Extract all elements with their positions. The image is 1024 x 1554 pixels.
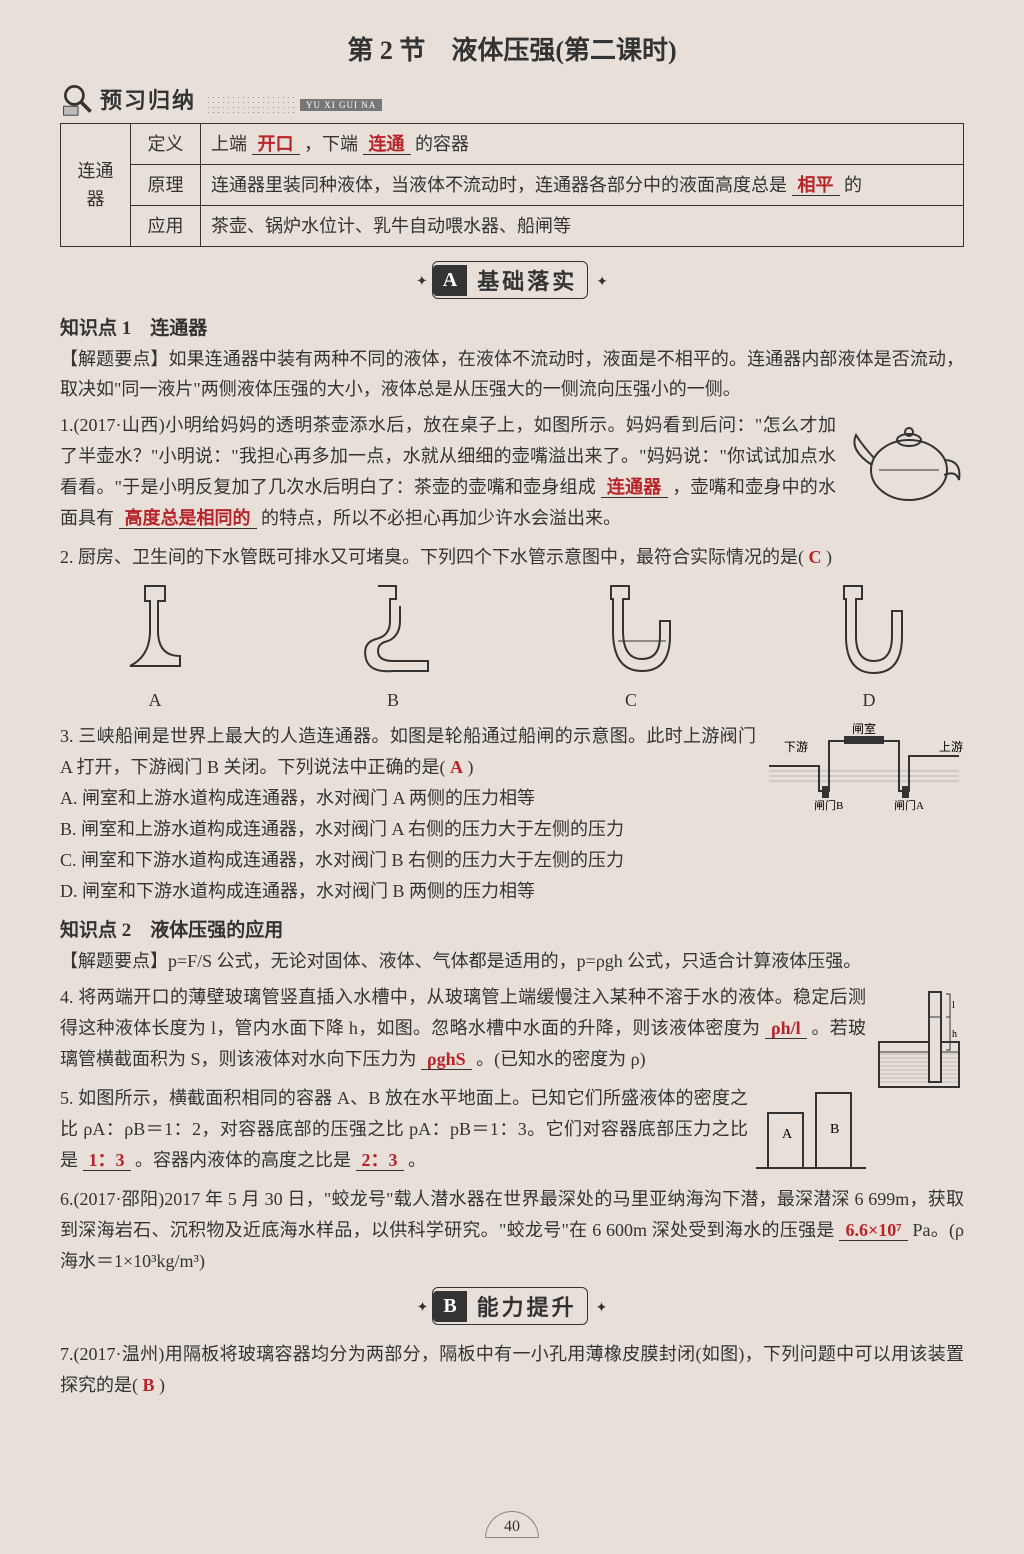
option-B: B — [338, 581, 448, 711]
tip1: 【解题要点】如果连通器中装有两种不同的液体，在液体不流动时，液面是不相平的。连通… — [60, 344, 964, 404]
svg-text:闸门A: 闸门A — [894, 798, 924, 811]
pipe-diagram-icon — [100, 581, 210, 681]
answer-blank: ρghS — [421, 1049, 472, 1070]
table-r2: 连通器里装同种液体，当液体不流动时，连通器各部分中的液面高度总是 相平 的 — [201, 165, 964, 206]
svg-text:上游: 上游 — [939, 740, 963, 754]
table-h1: 定义 — [131, 124, 201, 165]
question-1: 1.(2017·山西)小明给妈妈的透明茶壶添水后，放在桌子上，如图所示。妈妈看到… — [60, 410, 964, 534]
option-A: A — [100, 581, 210, 711]
table-rowspan-label: 连通器 — [61, 124, 131, 247]
question-4: l h 4. 将两端开口的薄壁玻璃管竖直插入水槽中，从玻璃管上端缓慢注入某种不溶… — [60, 982, 964, 1075]
teapot-icon — [844, 410, 964, 510]
question-5: A B 5. 如图所示，横截面积相同的容器 A、B 放在水平地面上。已知它们所盛… — [60, 1083, 964, 1176]
answer-blank: 连通 — [363, 134, 411, 155]
table-h2: 原理 — [131, 165, 201, 206]
section-badge-B: ✦ B 能力提升 ✦ — [60, 1287, 964, 1325]
page-number: 40 — [485, 1518, 539, 1536]
answer-blank: 1：3 — [83, 1150, 131, 1171]
section-badge-A: ✦ A 基础落实 ✦ — [60, 261, 964, 299]
banner-main: 预习归纳 — [100, 88, 196, 113]
answer-inline: A — [450, 757, 463, 777]
answer-inline: C — [809, 547, 822, 567]
pipe-diagram-icon — [576, 581, 686, 681]
knowledge-point-1: 知识点 1 连通器 — [60, 313, 964, 340]
pipe-diagram-icon — [338, 581, 448, 681]
preview-banner: 预习归纳 YU XI GUI NA — [60, 81, 964, 117]
tube-diagram-icon: l h — [874, 982, 964, 1092]
answer-inline: B — [143, 1375, 155, 1395]
svg-text:h: h — [952, 1029, 957, 1040]
badge-letter: B — [433, 1291, 466, 1322]
badge-letter: A — [433, 265, 467, 296]
ship-lock-diagram-icon: 闸室 下游 上游 闸门B 闸门A — [764, 721, 964, 811]
banner-sub: YU XI GUI NA — [300, 99, 382, 111]
option-C: C — [576, 581, 686, 711]
table-r1: 上端 开口 ，下端 连通 的容器 — [201, 124, 964, 165]
answer-blank: 相平 — [792, 175, 840, 196]
pipe-diagram-icon — [814, 581, 924, 681]
banner-dots — [206, 95, 296, 113]
table-h3: 应用 — [131, 206, 201, 247]
answer-blank: 6.6×10⁷ — [839, 1220, 907, 1241]
containers-diagram-icon: A B — [756, 1083, 866, 1173]
svg-text:闸室: 闸室 — [852, 721, 876, 736]
badge-title: 能力提升 — [477, 1290, 577, 1322]
svg-text:l: l — [952, 1000, 955, 1011]
answer-blank: 连通器 — [601, 477, 668, 498]
question-2: 2. 厨房、卫生间的下水管既可排水又可堵臭。下列四个下水管示意图中，最符合实际情… — [60, 542, 964, 573]
page-title: 第 2 节 液体压强(第二课时) — [60, 30, 964, 67]
magnifier-icon — [60, 81, 96, 117]
badge-title: 基础落实 — [477, 264, 577, 296]
question-3: 闸室 下游 上游 闸门B 闸门A 3. 三峡船闸是世界上最大的人造连通器。如图是… — [60, 721, 964, 907]
knowledge-point-2: 知识点 2 液体压强的应用 — [60, 915, 964, 942]
table-r3: 茶壶、锅炉水位计、乳牛自动喂水器、船闸等 — [201, 206, 964, 247]
answer-blank: ρh/l — [765, 1018, 807, 1039]
answer-blank: 高度总是相同的 — [119, 508, 257, 529]
question-7: 7.(2017·温州)用隔板将玻璃容器均分为两部分，隔板中有一小孔用薄橡皮膜封闭… — [60, 1339, 964, 1401]
svg-text:闸门B: 闸门B — [814, 798, 843, 811]
answer-blank: 开口 — [252, 134, 300, 155]
summary-table: 连通器 定义 上端 开口 ，下端 连通 的容器 原理 连通器里装同种液体，当液体… — [60, 123, 964, 247]
option-D: D — [814, 581, 924, 711]
svg-text:A: A — [782, 1127, 793, 1142]
q2-options: A B C D — [100, 581, 924, 711]
svg-text:B: B — [830, 1122, 839, 1137]
question-6: 6.(2017·邵阳)2017 年 5 月 30 日，"蛟龙号"载人潜水器在世界… — [60, 1184, 964, 1277]
tip2: 【解题要点】p=F/S 公式，无论对固体、液体、气体都是适用的，p=ρgh 公式… — [60, 946, 964, 976]
svg-text:下游: 下游 — [784, 740, 808, 754]
answer-blank: 2：3 — [356, 1150, 404, 1171]
